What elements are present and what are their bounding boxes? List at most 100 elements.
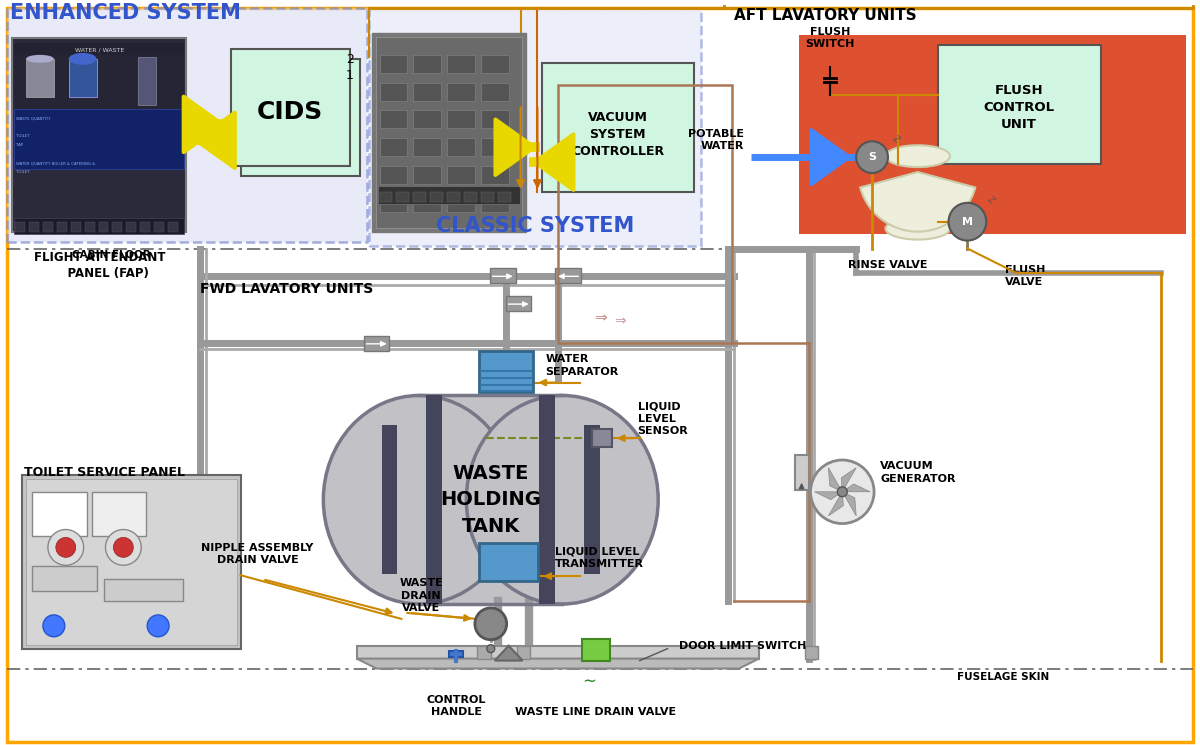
Circle shape bbox=[48, 530, 84, 565]
Bar bbox=[138, 57, 156, 104]
Text: ⇒: ⇒ bbox=[614, 314, 625, 328]
Bar bbox=[29, 222, 38, 232]
Polygon shape bbox=[842, 492, 856, 516]
Bar bbox=[113, 222, 122, 232]
Bar bbox=[372, 33, 526, 232]
Circle shape bbox=[487, 644, 494, 653]
Text: VACUUM
SYSTEM
CONTROLLER: VACUUM SYSTEM CONTROLLER bbox=[571, 111, 665, 158]
Text: VACUUM
GENERATOR: VACUUM GENERATOR bbox=[880, 461, 955, 484]
Bar bbox=[481, 139, 509, 156]
Circle shape bbox=[43, 615, 65, 637]
Text: FLUSH
VALVE: FLUSH VALVE bbox=[1006, 264, 1045, 288]
Ellipse shape bbox=[68, 53, 96, 65]
Bar bbox=[14, 55, 184, 110]
Text: TOILET: TOILET bbox=[16, 170, 30, 174]
Bar bbox=[12, 38, 186, 232]
Bar bbox=[481, 55, 509, 73]
Bar bbox=[481, 192, 493, 202]
Text: RINSE VALVE: RINSE VALVE bbox=[848, 260, 928, 270]
Bar bbox=[804, 646, 818, 659]
Polygon shape bbox=[815, 492, 842, 500]
Bar bbox=[481, 110, 509, 128]
Bar bbox=[14, 110, 184, 169]
Text: FUSELAGE SKIN: FUSELAGE SKIN bbox=[958, 673, 1050, 682]
Bar bbox=[14, 43, 184, 57]
Bar bbox=[448, 110, 475, 128]
Text: WASTE
DRAIN
VALVE: WASTE DRAIN VALVE bbox=[400, 578, 443, 613]
Text: WASTE LINE DRAIN VALVE: WASTE LINE DRAIN VALVE bbox=[516, 707, 677, 717]
Bar bbox=[68, 59, 96, 97]
Circle shape bbox=[56, 537, 76, 557]
Bar bbox=[449, 650, 463, 656]
Bar bbox=[481, 194, 509, 212]
Text: FLUSH
SWITCH: FLUSH SWITCH bbox=[805, 27, 856, 49]
Bar bbox=[56, 222, 67, 232]
Text: 1: 1 bbox=[346, 69, 354, 82]
Text: LIQUID
LEVEL
SENSOR: LIQUID LEVEL SENSOR bbox=[637, 402, 689, 436]
Bar bbox=[368, 8, 701, 246]
Bar bbox=[481, 83, 509, 101]
Bar bbox=[448, 166, 475, 184]
Text: CONTROL
HANDLE: CONTROL HANDLE bbox=[426, 695, 486, 717]
Bar bbox=[413, 192, 426, 202]
Bar bbox=[85, 222, 95, 232]
Text: WASTE QUANTITY: WASTE QUANTITY bbox=[16, 116, 50, 121]
Bar bbox=[16, 222, 25, 232]
Circle shape bbox=[106, 530, 142, 565]
Text: NIPPLE ASSEMBLY
DRAIN VALVE: NIPPLE ASSEMBLY DRAIN VALVE bbox=[202, 543, 313, 565]
Circle shape bbox=[948, 203, 986, 241]
Bar bbox=[240, 59, 360, 176]
Text: FLIGHT ATTENDANT
    PANEL (FAP): FLIGHT ATTENDANT PANEL (FAP) bbox=[34, 252, 166, 280]
Text: CLASSIC SYSTEM: CLASSIC SYSTEM bbox=[436, 215, 635, 235]
Polygon shape bbox=[356, 659, 758, 668]
Text: 2: 2 bbox=[346, 53, 354, 66]
Circle shape bbox=[856, 142, 888, 173]
Bar bbox=[379, 55, 407, 73]
Bar bbox=[98, 222, 108, 232]
Bar bbox=[448, 192, 460, 202]
Bar bbox=[32, 566, 96, 591]
Bar bbox=[556, 268, 581, 283]
Circle shape bbox=[114, 537, 133, 557]
Bar bbox=[364, 336, 390, 351]
Circle shape bbox=[475, 608, 506, 640]
Bar bbox=[464, 192, 476, 202]
Text: POTABLE
WATER: POTABLE WATER bbox=[688, 129, 744, 151]
Bar bbox=[505, 297, 532, 311]
Bar bbox=[413, 83, 442, 101]
Bar bbox=[32, 492, 86, 536]
Text: LIQUID LEVEL
TRANSMITTER: LIQUID LEVEL TRANSMITTER bbox=[556, 547, 644, 569]
Bar bbox=[937, 45, 1102, 164]
Bar bbox=[448, 55, 475, 73]
Text: FLUSH
CONTROL
UNIT: FLUSH CONTROL UNIT bbox=[984, 84, 1055, 131]
Ellipse shape bbox=[886, 218, 950, 240]
Bar bbox=[413, 139, 442, 156]
Bar bbox=[426, 396, 442, 604]
Bar bbox=[378, 186, 520, 204]
Text: TOILET: TOILET bbox=[16, 134, 30, 139]
Circle shape bbox=[148, 615, 169, 637]
Text: WATER QUANTITY BOILER & CATERING &: WATER QUANTITY BOILER & CATERING & bbox=[16, 161, 95, 165]
Bar bbox=[379, 83, 407, 101]
Bar bbox=[413, 166, 442, 184]
Bar bbox=[26, 479, 236, 644]
Bar bbox=[430, 192, 443, 202]
Bar bbox=[379, 192, 392, 202]
Bar bbox=[479, 351, 534, 393]
Bar bbox=[154, 222, 164, 232]
Bar bbox=[376, 37, 522, 228]
Bar bbox=[379, 194, 407, 212]
Wedge shape bbox=[860, 172, 976, 232]
Circle shape bbox=[838, 486, 847, 497]
Polygon shape bbox=[841, 468, 856, 492]
Text: TAP: TAP bbox=[16, 143, 23, 148]
Bar bbox=[379, 166, 407, 184]
Text: CABIN FLOOR: CABIN FLOOR bbox=[72, 250, 150, 261]
Bar bbox=[582, 638, 610, 661]
Polygon shape bbox=[494, 646, 522, 661]
Ellipse shape bbox=[467, 396, 658, 604]
Bar bbox=[91, 492, 146, 536]
Text: M: M bbox=[962, 217, 973, 226]
Text: WATER / WASTE: WATER / WASTE bbox=[74, 48, 124, 53]
Ellipse shape bbox=[323, 396, 515, 604]
